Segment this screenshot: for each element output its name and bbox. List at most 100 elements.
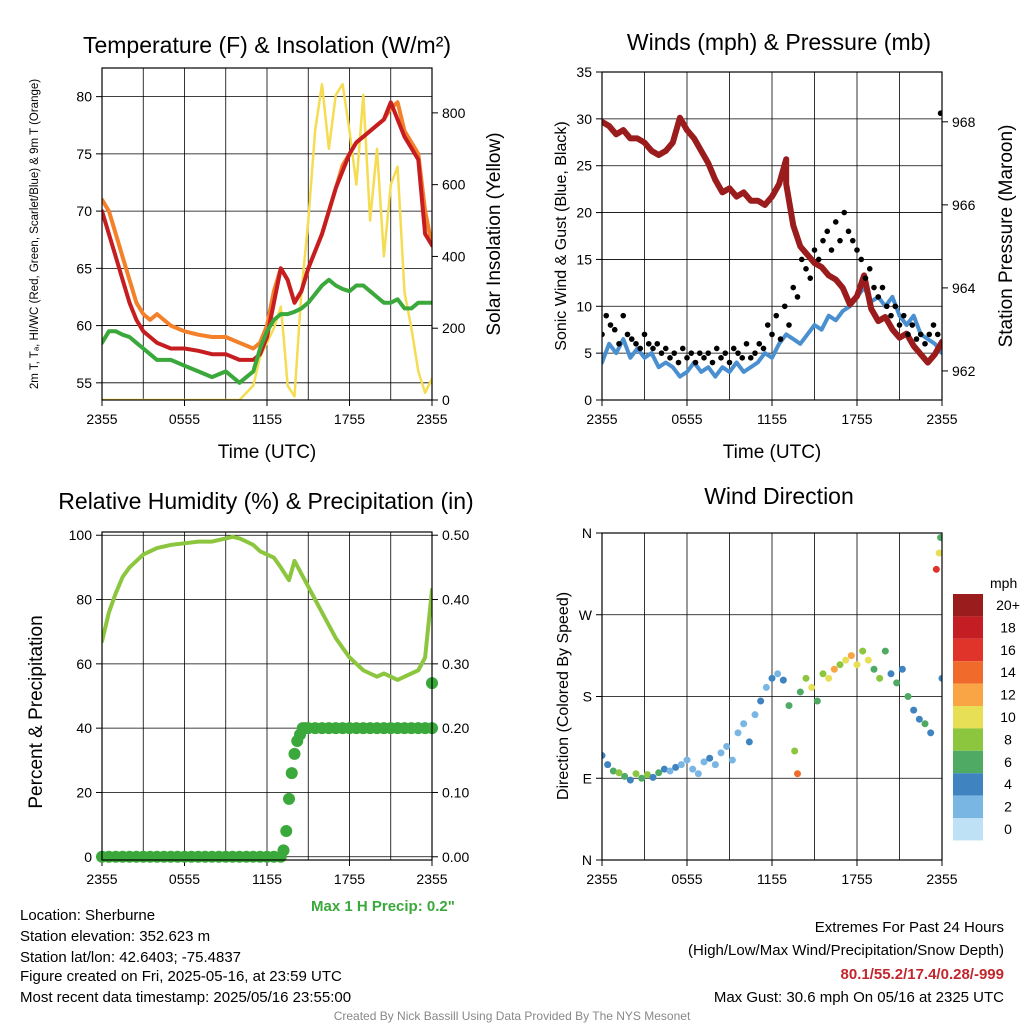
colorbar-label: 14 bbox=[1000, 664, 1016, 680]
direction-point bbox=[768, 674, 776, 682]
direction-point bbox=[683, 756, 691, 764]
y-tick-label: 0 bbox=[584, 392, 592, 408]
x-tick-label: 2355 bbox=[86, 411, 117, 427]
direction-point bbox=[706, 754, 714, 762]
direction-point bbox=[836, 661, 844, 669]
most-recent-timestamp: Most recent data timestamp: 2025/05/16 2… bbox=[20, 989, 352, 1006]
y2-tick-label: 962 bbox=[952, 363, 976, 379]
gust-point bbox=[786, 322, 792, 328]
colorbar-swatch bbox=[953, 773, 983, 796]
colorbar-label: 10 bbox=[1000, 709, 1016, 725]
direction-point bbox=[734, 729, 742, 737]
direction-point bbox=[842, 656, 850, 664]
chart-title: Temperature (F) & Insolation (W/m²) bbox=[83, 32, 451, 58]
direction-point bbox=[819, 670, 827, 678]
y-tick-label: 80 bbox=[76, 89, 92, 105]
colorbar-swatch bbox=[953, 594, 983, 617]
gust-point bbox=[828, 247, 835, 253]
direction-point bbox=[825, 674, 833, 682]
gust-point bbox=[607, 322, 614, 328]
gust-point bbox=[905, 331, 911, 338]
direction-point bbox=[927, 729, 935, 737]
gust-point bbox=[611, 326, 618, 333]
colorbar-swatch bbox=[953, 638, 983, 662]
direction-point bbox=[711, 761, 719, 769]
gust-point bbox=[875, 294, 882, 300]
direction-point bbox=[915, 715, 923, 723]
gust-point bbox=[845, 228, 852, 235]
y-tick-label: 65 bbox=[76, 260, 92, 276]
gust-point bbox=[773, 312, 780, 319]
station-elevation: Station elevation: 352.623 m bbox=[20, 928, 211, 945]
gust-point bbox=[624, 331, 631, 338]
x-axis-label: Time (UTC) bbox=[218, 442, 317, 463]
x-tick-label: 1755 bbox=[841, 411, 872, 427]
gust-point bbox=[760, 345, 767, 352]
gust-point bbox=[930, 322, 937, 328]
direction-point bbox=[621, 772, 629, 780]
gust-point bbox=[888, 312, 894, 319]
gust-point bbox=[696, 350, 703, 356]
direction-point bbox=[660, 765, 668, 773]
chart-title: Relative Humidity (%) & Precipitation (i… bbox=[58, 488, 473, 514]
y-tick-label: 80 bbox=[76, 592, 92, 608]
y2-tick-label: 964 bbox=[952, 280, 976, 296]
y2-tick-label: 966 bbox=[952, 197, 976, 213]
y-axis-label: 2m T, Tₐ, HI/WC (Red, Green, Scarlet/Blu… bbox=[29, 79, 41, 389]
y-axis-label: Percent & Precipitation bbox=[26, 615, 47, 808]
panel-0: 2355 0555 1155 1755 235555606570758002004006… bbox=[29, 32, 505, 463]
figure-created: Figure created on Fri, 2025-05-16, at 23… bbox=[20, 968, 342, 985]
credit-line: Created By Nick Bassill Using Data Provi… bbox=[333, 1009, 691, 1023]
colorbar-swatch bbox=[953, 683, 983, 706]
direction-point bbox=[785, 702, 793, 710]
y2-axis-label: Solar Insolation (Yellow) bbox=[484, 132, 505, 335]
panel-2: 2355 0555 1155 1755 2355 0 20 40 60 80 100 0.00 0.10… bbox=[26, 488, 474, 887]
gust-point bbox=[709, 359, 716, 366]
data-layer bbox=[102, 534, 432, 682]
gust-point bbox=[781, 303, 788, 310]
x-tick-label: 2355 bbox=[926, 411, 957, 427]
direction-point bbox=[859, 647, 867, 655]
y-tick-label: 40 bbox=[76, 720, 92, 736]
gust-point bbox=[654, 340, 661, 347]
series-solar-insolation bbox=[102, 82, 432, 400]
y-tick-label: 30 bbox=[576, 111, 592, 127]
x-tick-label: 1155 bbox=[757, 411, 787, 427]
colorbar-label: 16 bbox=[1000, 642, 1016, 658]
direction-point bbox=[813, 697, 821, 705]
x-tick-label: 2355 bbox=[586, 411, 617, 427]
gust-point bbox=[718, 355, 724, 361]
colorbar-label: 4 bbox=[1004, 776, 1012, 792]
extremes-header: Extremes For Past 24 Hours bbox=[814, 919, 1004, 936]
colorbar-swatch bbox=[953, 706, 983, 729]
series-relative-humidity bbox=[102, 534, 432, 682]
x-tick-label: 0555 bbox=[671, 871, 702, 887]
colorbar-label: 18 bbox=[1000, 619, 1016, 635]
direction-point bbox=[881, 647, 889, 655]
gust-point bbox=[913, 336, 920, 342]
y-tick-label: 60 bbox=[76, 318, 92, 334]
gust-point bbox=[641, 331, 648, 338]
direction-point bbox=[779, 676, 787, 684]
gust-point bbox=[705, 350, 712, 356]
direction-point bbox=[638, 774, 646, 782]
gust-point bbox=[679, 345, 686, 352]
y2-tick-label: 0.30 bbox=[442, 656, 469, 672]
gust-point bbox=[667, 355, 673, 361]
y2-tick-label: 0.40 bbox=[442, 592, 469, 608]
y-tick-label: 20 bbox=[576, 205, 592, 221]
direction-point bbox=[830, 665, 838, 673]
gust-point bbox=[645, 340, 652, 347]
gust-point bbox=[896, 322, 903, 328]
gust-point bbox=[752, 350, 758, 356]
direction-point bbox=[904, 693, 912, 700]
gust-point bbox=[777, 336, 784, 342]
gust-point bbox=[849, 237, 856, 244]
y2-tick-label: 200 bbox=[442, 320, 466, 336]
y-tick-label: E bbox=[583, 770, 592, 786]
gust-point bbox=[820, 237, 826, 244]
gust-point bbox=[858, 256, 865, 263]
colorbar-swatch bbox=[953, 661, 983, 684]
direction-point bbox=[677, 761, 685, 769]
